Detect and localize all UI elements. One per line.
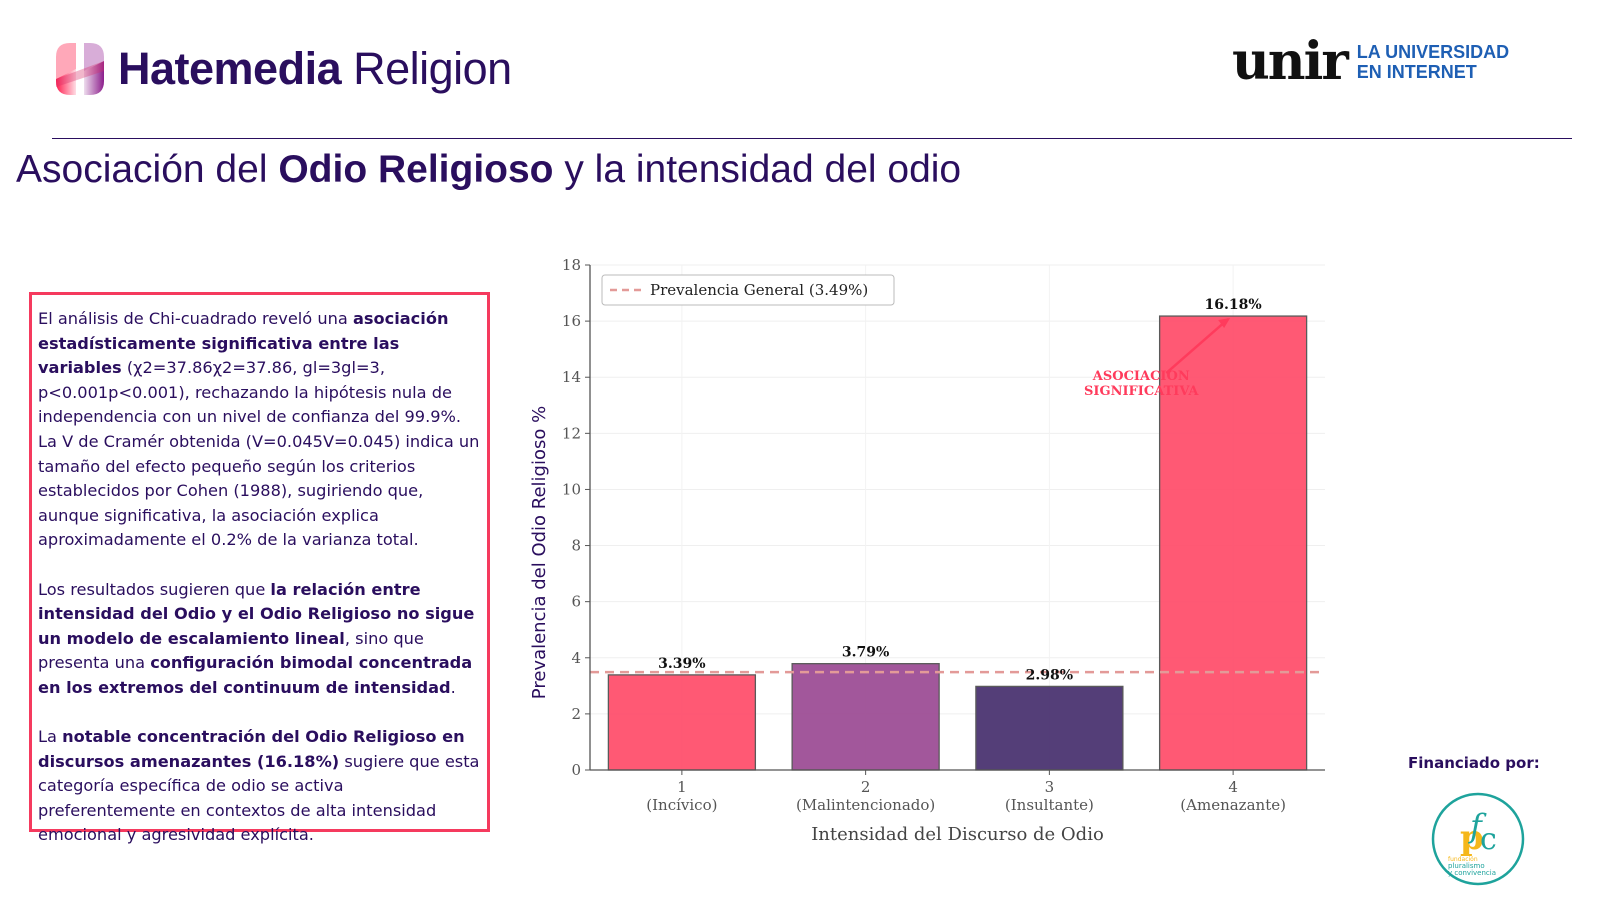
bar-1 (607, 674, 757, 771)
y-tick-label: 4 (571, 649, 581, 667)
bar-2 (791, 663, 940, 771)
page-title: Asociación del Odio Religioso y la inten… (16, 148, 962, 191)
x-tick-label: 3 (1045, 778, 1055, 796)
hatemedia-mark-icon (56, 43, 104, 95)
annotation-text-line1: ASOCIACIÓN (1092, 367, 1190, 384)
legend-label: Prevalencia General (3.49%) (650, 281, 868, 299)
y-tick-label: 2 (571, 705, 581, 723)
legend-box (601, 274, 895, 306)
brand-name: Hatemedia Religion (118, 43, 512, 94)
value-label: 3.39% (658, 656, 705, 672)
annotation-arrowhead (1218, 318, 1231, 329)
svg-text:pluralismo: pluralismo (1448, 862, 1485, 870)
value-label: 3.79% (842, 645, 889, 661)
x-tick-label: 2 (861, 778, 871, 796)
y-tick-label: 0 (571, 761, 581, 779)
fundacion-pluralismo-logo: p f c fundación pluralismo y convivencia (1431, 792, 1525, 886)
analysis-text-box: El análisis de Chi-cuadrado reveló una a… (29, 292, 490, 844)
analysis-paragraph-1: El análisis de Chi-cuadrado reveló una a… (38, 309, 480, 550)
svg-text:c: c (1480, 822, 1497, 857)
y-tick-label: 10 (562, 480, 581, 498)
value-label: 2.98% (1026, 667, 1073, 683)
unir-tagline: LA UNIVERSIDAD EN INTERNET (1356, 42, 1510, 82)
bar-4 (1158, 315, 1308, 771)
unir-wordmark: unir (1232, 31, 1349, 92)
prevalence-bar-chart: 3.39%3.79%2.98%16.18%0246810121416181(In… (529, 256, 1325, 845)
y-tick-label: 8 (571, 537, 581, 555)
x-tick-sublabel: (Insultante) (1005, 796, 1094, 814)
y-tick-label: 14 (562, 368, 581, 386)
svg-text:p: p (1460, 818, 1484, 858)
x-tick-label: 1 (677, 778, 687, 796)
x-tick-sublabel: (Amenazante) (1180, 796, 1286, 814)
y-tick-label: 6 (571, 593, 581, 611)
y-axis-label: Prevalencia del Odio Religioso % (529, 406, 550, 699)
x-tick-sublabel: (Malintencionado) (796, 796, 935, 814)
y-tick-label: 16 (562, 312, 581, 330)
header-divider (52, 138, 1572, 139)
analysis-paragraph-3: La notable concentración del Odio Religi… (38, 727, 480, 845)
svg-text:fundación: fundación (1448, 856, 1478, 863)
annotation-text-line2: SIGNIFICATIVA (1084, 384, 1199, 399)
bar-3 (975, 685, 1124, 771)
unir-logo: unir LA UNIVERSIDAD EN INTERNET (1232, 36, 1509, 88)
y-tick-label: 18 (562, 256, 581, 274)
hatemedia-logo: Hatemedia Religion (52, 40, 512, 98)
y-tick-label: 12 (562, 424, 581, 442)
x-tick-label: 4 (1228, 778, 1238, 796)
x-axis-label: Intensidad del Discurso de Odio (811, 824, 1104, 845)
annotation-arrow (1165, 318, 1229, 374)
svg-text:y convivencia: y convivencia (1448, 869, 1496, 877)
funding-label: Financiado por: (1408, 754, 1540, 772)
value-label: 16.18% (1205, 297, 1262, 313)
analysis-paragraph-2: Los resultados sugieren que la relación … (38, 579, 475, 697)
x-tick-sublabel: (Incívico) (646, 796, 717, 814)
